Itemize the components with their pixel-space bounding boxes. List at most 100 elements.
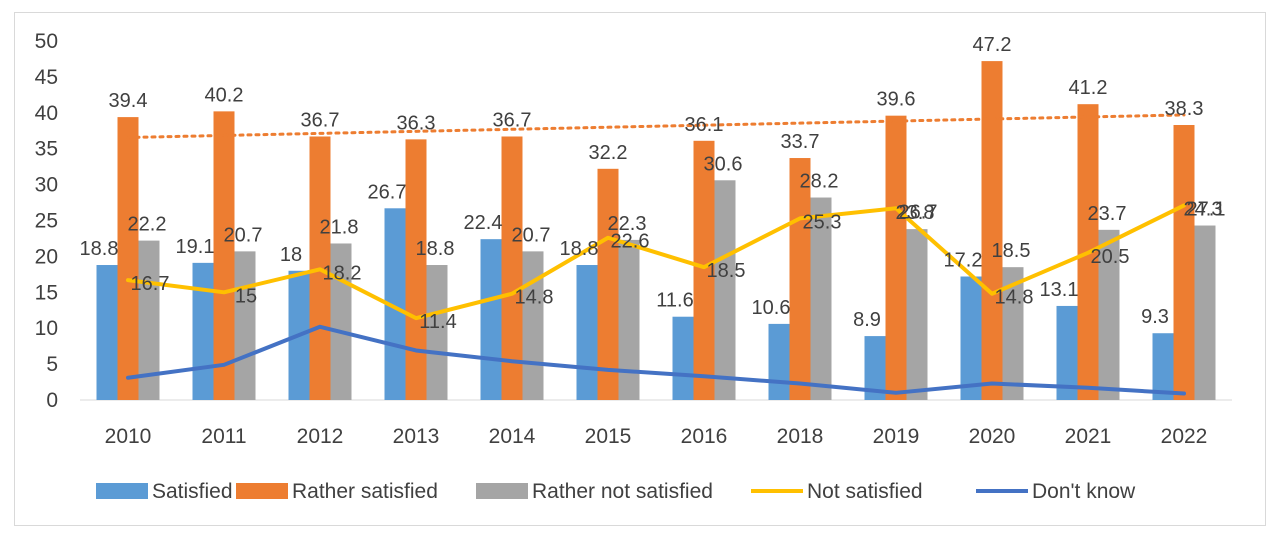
bar-rather-not-satisfied	[426, 265, 448, 400]
data-label-not-satisfied: 14.8	[995, 287, 1034, 309]
line-not-satisfied	[126, 203, 1186, 321]
bar-rather-not-satisfied	[1098, 229, 1120, 400]
bar-satisfied	[96, 265, 118, 400]
bar-rather-not-satisfied	[714, 180, 736, 400]
legend-swatch	[96, 483, 148, 499]
bar-rather-satisfied	[117, 117, 139, 400]
y-tick-label: 30	[35, 174, 58, 197]
data-label-rather-satisfied: 36.7	[301, 109, 340, 131]
bar-rather-satisfied	[1173, 125, 1195, 401]
data-label-rather-not-satisfied: 20.7	[512, 224, 551, 246]
data-label-rather-satisfied: 36.1	[685, 114, 724, 136]
bar-satisfied	[1152, 333, 1174, 400]
data-label-rather-satisfied: 39.4	[109, 90, 148, 112]
trendline-layer	[126, 113, 1186, 139]
data-label-satisfied: 9.3	[1141, 306, 1169, 328]
data-label-satisfied: 18.8	[80, 238, 119, 260]
bar-satisfied	[480, 239, 502, 400]
legend-label: Not satisfied	[807, 480, 923, 503]
bar-rather-satisfied	[213, 111, 235, 400]
x-tick-label: 2010	[105, 425, 152, 448]
y-tick-label: 25	[35, 210, 58, 233]
x-tick-label: 2013	[393, 425, 440, 448]
data-label-rather-not-satisfied: 21.8	[320, 216, 359, 238]
data-label-not-satisfied: 27.1	[1187, 198, 1226, 220]
data-label-not-satisfied: 18.2	[323, 262, 362, 284]
x-tick-label: 2015	[585, 425, 632, 448]
data-label-rather-not-satisfied: 22.3	[608, 213, 647, 235]
data-label-not-satisfied: 16.7	[131, 273, 170, 295]
data-label-rather-satisfied: 47.2	[973, 34, 1012, 56]
y-tick-label: 35	[35, 138, 58, 161]
y-tick-label: 5	[46, 353, 58, 376]
data-label-rather-not-satisfied: 30.6	[704, 153, 743, 175]
x-tick-label: 2018	[777, 425, 824, 448]
data-label-rather-satisfied: 39.6	[877, 89, 916, 111]
bar-satisfied	[192, 262, 214, 400]
y-tick-label: 40	[35, 102, 58, 125]
bar-rather-not-satisfied	[810, 197, 832, 400]
data-label-rather-satisfied: 36.7	[493, 109, 532, 131]
bar-rather-not-satisfied	[1002, 267, 1024, 400]
y-tick-label: 45	[35, 66, 58, 89]
legend-item-not-satisfied: Not satisfied	[751, 480, 923, 503]
data-label-satisfied: 10.6	[752, 297, 791, 319]
bar-rather-satisfied	[597, 168, 619, 400]
bar-satisfied	[768, 323, 790, 400]
data-label-not-satisfied: 18.5	[707, 260, 746, 282]
bar-rather-satisfied	[405, 139, 427, 400]
data-label-satisfied: 22.4	[464, 212, 503, 234]
legend-swatch	[476, 483, 528, 499]
legend-item-don-t-know: Don't know	[976, 480, 1136, 503]
data-label-satisfied: 11.6	[656, 290, 693, 312]
data-label-not-satisfied: 20.5	[1091, 246, 1130, 268]
bar-rather-satisfied	[981, 61, 1003, 400]
bar-rather-not-satisfied	[906, 229, 928, 400]
data-label-satisfied: 18.8	[560, 238, 599, 260]
data-label-not-satisfied: 25.3	[803, 211, 842, 233]
data-label-rather-not-satisfied: 18.5	[992, 240, 1031, 262]
legend-label: Satisfied	[152, 480, 233, 503]
data-label-rather-satisfied: 36.3	[397, 112, 436, 134]
data-label-rather-satisfied: 33.7	[781, 131, 820, 153]
y-tick-label: 10	[35, 317, 58, 340]
bar-satisfied	[672, 316, 694, 400]
bar-satisfied	[576, 265, 598, 400]
legend-label: Rather satisfied	[292, 480, 438, 503]
bar-rather-satisfied	[885, 115, 907, 400]
x-tick-label: 2021	[1065, 425, 1112, 448]
y-tick-label: 0	[46, 389, 58, 412]
x-tick-label: 2016	[681, 425, 728, 448]
data-label-not-satisfied: 15	[235, 285, 257, 307]
bar-rather-not-satisfied	[618, 239, 640, 400]
x-tick-label: 2012	[297, 425, 344, 448]
y-tick-label: 50	[35, 30, 58, 53]
bar-satisfied	[960, 276, 982, 400]
data-label-rather-satisfied: 41.2	[1069, 77, 1108, 99]
x-tick-label: 2019	[873, 425, 920, 448]
bar-rather-not-satisfied	[234, 251, 256, 400]
axis-layer: 0 5 10 15 20 25 30 35 40 45 50 2010 2011 2012 2013 2014…	[35, 30, 1232, 448]
data-label-rather-satisfied: 32.2	[589, 142, 628, 164]
bar-rather-satisfied	[693, 140, 715, 400]
bar-rather-satisfied	[501, 136, 523, 400]
data-label-rather-not-satisfied: 28.2	[800, 171, 839, 193]
data-label-satisfied: 17.2	[944, 250, 983, 272]
data-labels-layer: 18.8 19.1 18 26.7 22.4 18.8 11.6 10.6 8.9 17.2 13.…	[80, 34, 1226, 333]
legend: Satisfied Rather satisfied Rather not sati…	[96, 480, 1136, 503]
legend-item-rather-not-satisfied: Rather not satisfied	[476, 480, 713, 503]
data-label-not-satisfied: 11.4	[419, 311, 456, 333]
bar-rather-not-satisfied	[1194, 225, 1216, 400]
data-label-not-satisfied: 26.7	[899, 201, 938, 223]
x-tick-label: 2014	[489, 425, 536, 448]
bar-rather-not-satisfied	[522, 251, 544, 400]
legend-item-rather-satisfied: Rather satisfied	[236, 480, 438, 503]
bar-rather-satisfied	[789, 158, 811, 400]
data-label-rather-not-satisfied: 23.8	[896, 202, 935, 224]
bar-satisfied	[1056, 305, 1078, 400]
legend-swatch	[236, 483, 288, 499]
x-tick-label: 2022	[1161, 425, 1208, 448]
data-label-satisfied: 26.7	[368, 181, 407, 203]
data-label-rather-satisfied: 38.3	[1165, 98, 1204, 120]
